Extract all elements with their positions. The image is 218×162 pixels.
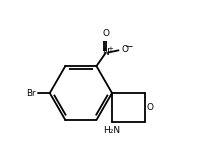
Text: O: O bbox=[121, 45, 128, 54]
Text: O: O bbox=[102, 29, 109, 39]
Text: H₂N: H₂N bbox=[104, 126, 121, 135]
Text: −: − bbox=[125, 42, 134, 52]
Text: +: + bbox=[107, 46, 113, 52]
Text: Br: Br bbox=[26, 89, 36, 98]
Text: N: N bbox=[102, 48, 109, 58]
Text: O: O bbox=[147, 103, 154, 112]
